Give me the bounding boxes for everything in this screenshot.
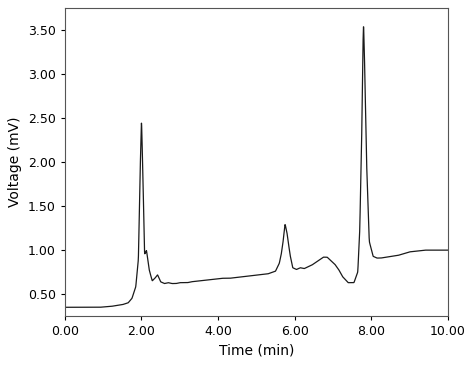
- X-axis label: Time (min): Time (min): [219, 344, 294, 358]
- Y-axis label: Voltage (mV): Voltage (mV): [9, 117, 22, 208]
